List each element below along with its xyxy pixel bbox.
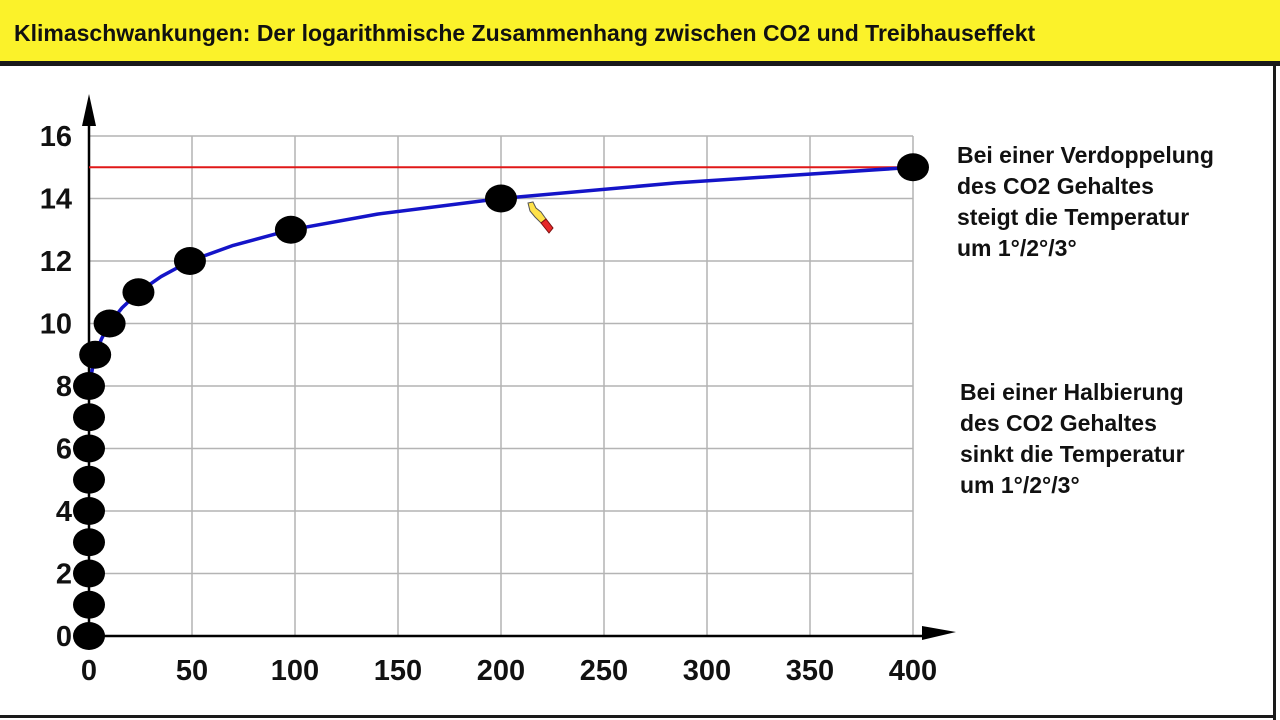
data-point-3 xyxy=(73,528,105,557)
y-tick-label-16: 16 xyxy=(40,121,72,153)
y-tick-label-14: 14 xyxy=(40,184,72,216)
y-tick-label-6: 6 xyxy=(56,434,72,466)
frame-border-bottom xyxy=(0,715,1276,718)
x-tick-label-250: 250 xyxy=(580,655,628,687)
data-point-13 xyxy=(274,215,307,244)
page-title: Klimaschwankungen: Der logarithmische Zu… xyxy=(14,20,1036,46)
x-tick-label-50: 50 xyxy=(176,655,208,687)
data-point-14 xyxy=(485,184,517,213)
data-point-9 xyxy=(79,340,112,369)
data-point-4 xyxy=(73,497,105,525)
note-doubling-line-3: steigt die Temperatur xyxy=(957,204,1190,230)
x-tick-label-0: 0 xyxy=(81,655,97,687)
data-point-10 xyxy=(93,309,126,338)
data-point-5 xyxy=(73,465,105,494)
data-point-2 xyxy=(73,559,105,588)
data-point-11 xyxy=(122,278,155,307)
note-doubling-line-1: Bei einer Verdoppelung xyxy=(957,142,1214,168)
note-doubling: Bei einer Verdoppelung des CO2 Gehaltes … xyxy=(957,140,1214,264)
grid xyxy=(89,135,914,636)
y-tick-label-2: 2 xyxy=(56,559,72,591)
note-halving: Bei einer Halbierung des CO2 Gehaltes si… xyxy=(960,377,1185,501)
y-tick-label-12: 12 xyxy=(40,246,72,278)
data-point-7 xyxy=(73,403,105,432)
y-axis-arrow xyxy=(82,94,96,126)
x-tick-label-300: 300 xyxy=(683,655,731,687)
data-point-0 xyxy=(73,622,105,650)
note-doubling-line-4: um 1°/2°/3° xyxy=(957,235,1077,261)
y-tick-label-8: 8 xyxy=(56,371,72,403)
data-point-15 xyxy=(897,153,929,182)
data-point-8 xyxy=(73,372,105,400)
axes xyxy=(82,94,956,640)
x-axis-arrow xyxy=(922,626,956,640)
y-tick-label-4: 4 xyxy=(56,496,72,528)
title-bar: Klimaschwankungen: Der logarithmische Zu… xyxy=(0,0,1280,66)
note-halving-line-1: Bei einer Halbierung xyxy=(960,379,1184,405)
note-halving-line-2: des CO2 Gehaltes xyxy=(960,410,1157,436)
data-point-6 xyxy=(73,434,105,463)
note-halving-line-4: um 1°/2°/3° xyxy=(960,472,1080,498)
note-halving-line-3: sinkt die Temperatur xyxy=(960,441,1185,467)
tick-labels: 0 50 100 150 200 250 300 350 400 0 2 4 6 8 10 12 14 16 xyxy=(40,121,937,687)
data-point-12 xyxy=(173,247,206,275)
x-tick-label-150: 150 xyxy=(374,655,422,687)
pointing-hand-cursor-icon xyxy=(524,200,556,243)
data-point-1 xyxy=(73,590,105,619)
y-tick-label-10: 10 xyxy=(40,309,72,341)
note-doubling-line-2: des CO2 Gehaltes xyxy=(957,173,1154,199)
x-tick-label-100: 100 xyxy=(271,655,319,687)
frame-border-right xyxy=(1273,66,1276,720)
data-points xyxy=(73,153,929,650)
x-tick-label-200: 200 xyxy=(477,655,525,687)
x-tick-label-400: 400 xyxy=(889,655,937,687)
x-tick-label-350: 350 xyxy=(786,655,834,687)
y-tick-label-0: 0 xyxy=(56,621,72,653)
co2-temperature-chart: 0 50 100 150 200 250 300 350 400 0 2 4 6 8 10 12 14 16 xyxy=(40,94,956,687)
